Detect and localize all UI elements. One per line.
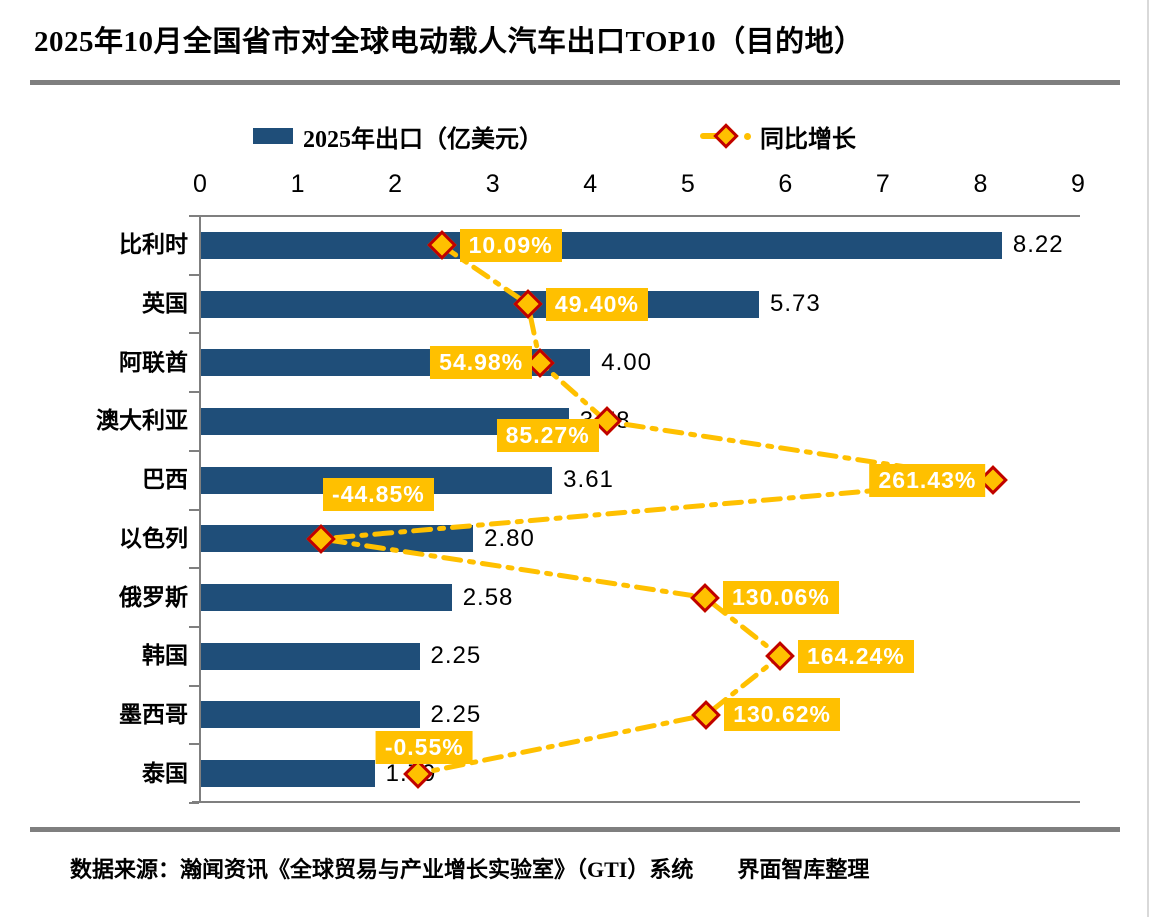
growth-percent-label: 49.40%	[545, 287, 648, 321]
y-axis-tick-mark	[189, 802, 199, 804]
growth-percent-label: -0.55%	[375, 731, 473, 765]
y-axis-tick-mark	[189, 625, 199, 628]
y-axis-tick-mark	[189, 391, 199, 394]
bar-value-label: 5.73	[769, 290, 821, 318]
footer-separator-line	[30, 827, 1120, 832]
growth-percent-label: 130.06%	[722, 581, 839, 615]
bar-value-label: 4.00	[601, 348, 652, 376]
y-axis-tick-mark	[189, 743, 199, 746]
bar-value-label: 2.58	[462, 583, 514, 611]
growth-percent-label: 261.43%	[869, 463, 986, 497]
bar-value-label: 3.61	[563, 466, 614, 494]
y-axis-tick-mark	[189, 215, 199, 217]
y-axis-category-label: 韩国	[142, 643, 188, 669]
growth-percent-label: 85.27%	[496, 418, 599, 452]
x-axis-tick-label: 1	[290, 170, 305, 198]
bar-value-label: 2.25	[430, 700, 482, 728]
y-axis-category-label: 比利时	[119, 232, 188, 258]
growth-percent-label: 164.24%	[798, 639, 914, 673]
y-axis-category-label: 以色列	[119, 525, 188, 551]
x-axis-tick-label: 8	[973, 170, 988, 198]
y-axis-category-label: 巴西	[142, 467, 188, 493]
bar-value-label: 2.80	[484, 524, 535, 552]
legend-line-segment	[700, 133, 724, 139]
bar-series-swatch	[253, 128, 293, 144]
bar-value-label: 2.25	[430, 642, 482, 670]
x-axis-line-bottom	[192, 801, 1080, 803]
y-axis-tick-mark	[189, 273, 199, 276]
x-axis-tick-label: 0	[193, 170, 207, 198]
legend: 2025年出口（亿美元） 同比增长	[0, 118, 1149, 158]
export-bar	[201, 760, 375, 788]
x-axis-line-top	[192, 215, 1080, 217]
data-source-note: 数据来源：瀚闻资讯《全球贸易与产业增长实验室》（GTI）系统 界面智库整理	[70, 857, 870, 882]
y-axis-line	[199, 215, 201, 803]
chart-title: 2025年10月全国省市对全球电动载人汽车出口TOP10（目的地）	[34, 26, 864, 58]
y-axis-tick-mark	[189, 449, 199, 452]
x-axis-tick-label: 9	[1071, 170, 1085, 198]
line-series-marker-icon	[700, 123, 752, 149]
growth-percent-label: 10.09%	[459, 228, 562, 262]
y-axis-tick-mark	[189, 567, 199, 570]
legend-item-export: 2025年出口（亿美元）	[253, 118, 543, 154]
x-axis-tick-label: 6	[778, 170, 793, 198]
legend-item-growth: 同比增长	[700, 118, 856, 154]
bar-value-label: 8.22	[1012, 231, 1064, 259]
x-axis-tick-label: 7	[875, 170, 890, 198]
x-axis-tick-label: 2	[388, 170, 403, 198]
y-axis-category-label: 澳大利亚	[96, 408, 188, 434]
legend-bar-label: 2025年出口（亿美元）	[303, 126, 543, 153]
y-axis-category-label: 泰国	[142, 760, 188, 786]
growth-percent-label: 54.98%	[430, 346, 533, 380]
export-bar	[201, 231, 1002, 259]
legend-dot-icon	[744, 133, 751, 140]
export-bar	[201, 701, 420, 729]
growth-line	[320, 242, 994, 777]
y-axis-category-label: 墨西哥	[119, 701, 188, 727]
x-axis-tick-label: 3	[485, 170, 500, 198]
y-axis-category-label: 英国	[142, 291, 188, 317]
growth-percent-label: -44.85%	[323, 478, 434, 512]
x-axis-tick-label: 5	[680, 170, 695, 198]
y-axis-tick-mark	[189, 684, 199, 687]
export-bar	[201, 584, 452, 612]
export-bar	[201, 290, 759, 318]
y-axis-category-label: 俄罗斯	[119, 584, 188, 610]
title-separator-line	[30, 80, 1120, 85]
x-axis-tick-label: 4	[583, 170, 598, 198]
y-axis-tick-mark	[189, 332, 199, 335]
legend-line-label: 同比增长	[760, 126, 856, 153]
y-axis-category-label: 阿联酋	[119, 349, 188, 375]
y-axis-tick-mark	[189, 508, 199, 511]
export-bar	[201, 642, 420, 670]
growth-percent-label: 130.62%	[724, 698, 841, 732]
